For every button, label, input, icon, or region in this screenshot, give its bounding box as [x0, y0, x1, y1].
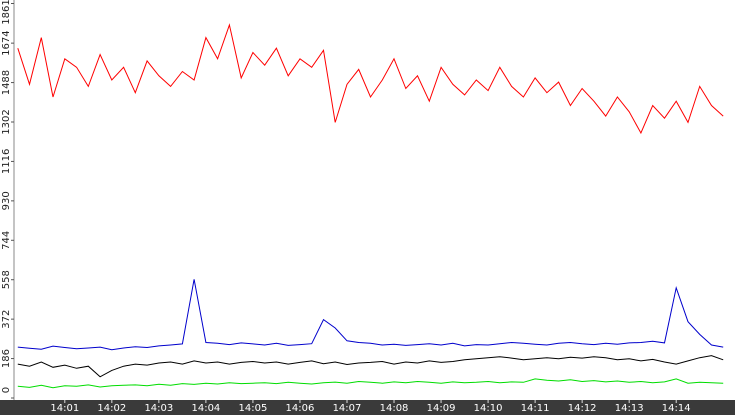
y-tick-label: 1116 [1, 149, 12, 174]
y-tick-label: 558 [1, 270, 12, 289]
x-tick-label: 14:06 [286, 403, 315, 414]
y-tick-label: 372 [1, 310, 12, 329]
x-tick-label: 14:05 [239, 403, 268, 414]
x-tick-label: 14:13 [615, 403, 644, 414]
x-tick-label: 14:02 [97, 403, 126, 414]
x-tick-label: 14:10 [474, 403, 503, 414]
series-line [17, 355, 724, 378]
y-tick-label: 744 [1, 231, 12, 250]
x-tick-label: 14:04 [191, 403, 220, 414]
y-tick-label: 930 [1, 191, 12, 210]
x-tick-label: 14:14 [662, 403, 691, 414]
y-tick-label: 1861 [1, 0, 12, 25]
x-tick-label: 14:11 [521, 403, 550, 414]
x-tick-label: 14:12 [568, 403, 597, 414]
y-tick-label: 186 [1, 349, 12, 368]
y-tick-label: 1674 [1, 30, 12, 55]
x-tick-label: 14:03 [144, 403, 173, 414]
series-line [17, 23, 724, 135]
x-tick-label: 14:09 [427, 403, 456, 414]
y-tick-label: 0 [1, 387, 12, 393]
x-tick-label: 14:08 [380, 403, 409, 414]
x-tick-label: 14:07 [333, 403, 362, 414]
series-line [17, 279, 724, 351]
y-tick-label: 1302 [1, 109, 12, 134]
x-axis-strip [0, 400, 735, 415]
x-tick-label: 14:01 [50, 403, 79, 414]
y-tick-label: 1488 [1, 70, 12, 95]
series-line [17, 378, 724, 389]
